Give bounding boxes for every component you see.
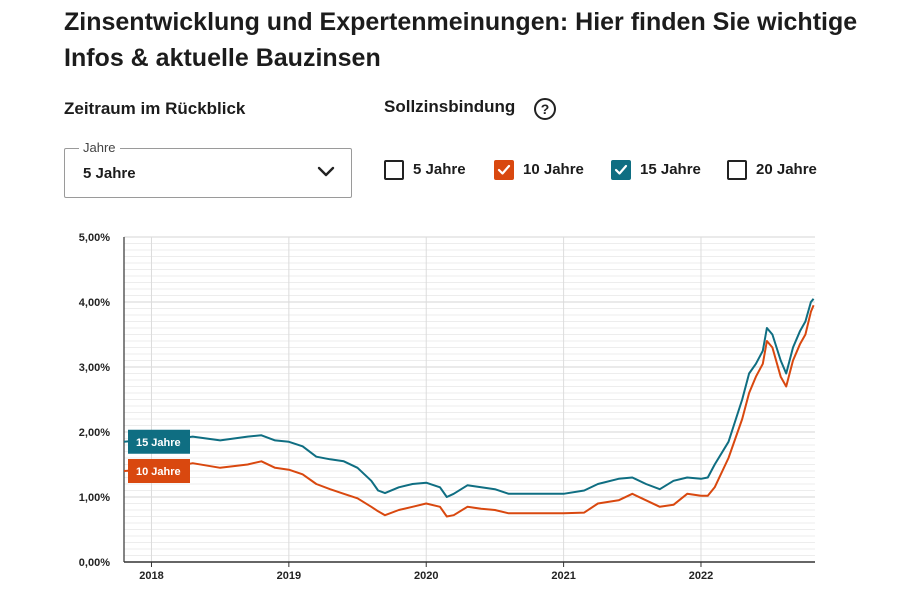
checkbox-label: 5 Jahre <box>413 161 466 178</box>
zeitraum-select[interactable]: Jahre 5 Jahre <box>64 140 352 198</box>
y-tick-label: 4,00% <box>79 297 110 309</box>
x-tick-label: 2021 <box>551 570 575 582</box>
series-flag-10-jahre: 10 Jahre <box>128 459 190 483</box>
select-legend: Jahre <box>79 140 120 155</box>
zeitraum-label: Zeitraum im Rückblick <box>64 99 246 118</box>
x-tick-label: 2018 <box>139 570 163 582</box>
y-tick-label: 5,00% <box>79 232 110 244</box>
x-tick-label: 2022 <box>689 570 713 582</box>
series-flag-label: 10 Jahre <box>136 466 181 478</box>
interest-rate-chart: 0,00% 1,00% 2,00% 3,00% 4,00% 5,00% 2018 2019 20… <box>79 232 815 582</box>
sollzinsbindung-label: Sollzinsbindung <box>384 97 516 116</box>
checkbox-box[interactable] <box>494 160 514 180</box>
y-tick-label: 1,00% <box>79 492 110 504</box>
checkmark-icon <box>614 164 628 175</box>
select-value: 5 Jahre <box>83 165 136 182</box>
y-tick-label: 2,00% <box>79 427 110 439</box>
checkbox-label: 20 Jahre <box>756 161 817 178</box>
checkbox-label: 15 Jahre <box>640 161 701 178</box>
series-line-10-jahre <box>123 304 815 518</box>
checkbox-box[interactable] <box>727 160 747 180</box>
x-tick-label: 2019 <box>277 570 301 582</box>
checkmark-icon <box>497 164 511 175</box>
series-flag-15-jahre: 15 Jahre <box>128 429 190 454</box>
x-tick-label: 2020 <box>414 570 438 582</box>
help-icon[interactable]: ? <box>534 98 556 120</box>
series-flag-bg <box>128 459 190 483</box>
checkbox-label: 10 Jahre <box>523 161 584 178</box>
series-line-15-jahre <box>123 298 815 498</box>
series-flag-bg <box>128 429 190 454</box>
series-flag-label: 15 Jahre <box>136 437 181 449</box>
page-title: Zinsentwicklung und Expertenmeinungen: H… <box>64 8 858 72</box>
chevron-down-icon <box>317 166 335 177</box>
checkbox-box[interactable] <box>384 160 404 180</box>
checkbox-box[interactable] <box>611 160 631 180</box>
y-tick-label: 3,00% <box>79 362 110 374</box>
y-tick-label: 0,00% <box>79 557 110 569</box>
